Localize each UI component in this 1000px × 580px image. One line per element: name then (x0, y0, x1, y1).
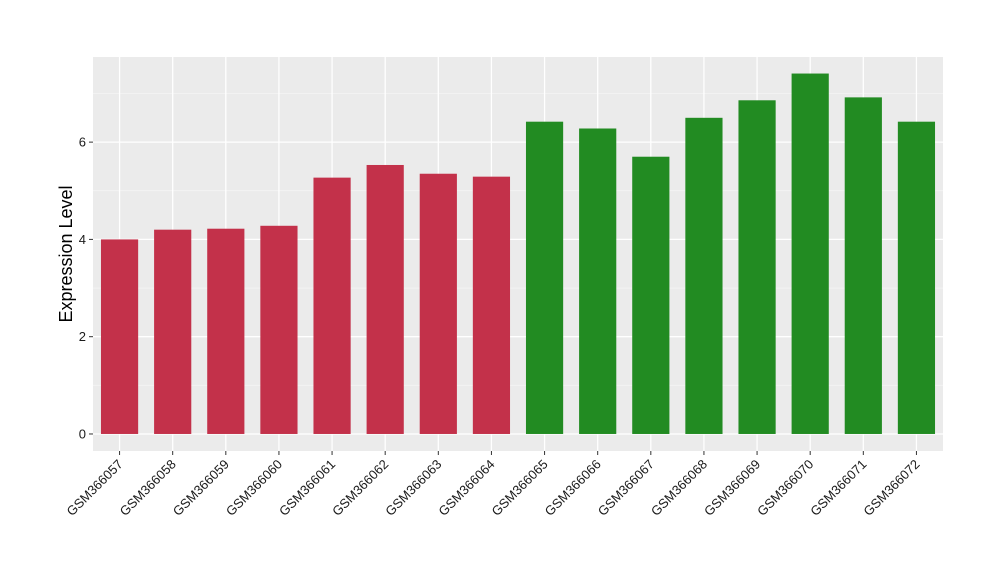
x-tick-label: GSM366057 (63, 457, 125, 519)
bar-GSM366068 (685, 117, 723, 434)
bar-GSM366057 (100, 239, 139, 434)
y-tick-label: 6 (79, 135, 86, 150)
bar-GSM366069 (738, 100, 776, 434)
x-tick-label: GSM366072 (860, 457, 922, 519)
x-tick-label: GSM366067 (595, 457, 657, 519)
bar-GSM366062 (366, 164, 404, 434)
x-tick-label: GSM366071 (807, 457, 869, 519)
x-tick-label: GSM366070 (754, 457, 816, 519)
bar-GSM366072 (897, 121, 936, 434)
bar-GSM366064 (472, 176, 511, 434)
x-tick-label: GSM366066 (542, 457, 604, 519)
y-axis-label: Expression Level (56, 185, 76, 322)
x-tick-label: GSM366061 (276, 457, 338, 519)
bar-GSM366071 (844, 97, 882, 434)
x-tick-label: GSM366064 (435, 457, 497, 519)
x-tick-label: GSM366068 (648, 457, 710, 519)
y-tick-label: 4 (79, 232, 86, 247)
bar-GSM366065 (525, 121, 564, 434)
bar-GSM366063 (419, 173, 457, 434)
bar-GSM366061 (313, 177, 351, 434)
x-tick-label: GSM366065 (488, 457, 550, 519)
x-tick-label: GSM366069 (701, 457, 763, 519)
x-tick-label: GSM366063 (382, 457, 444, 519)
bar-GSM366058 (154, 229, 192, 434)
y-tick-label: 0 (79, 426, 86, 441)
x-tick-label: GSM366062 (329, 457, 391, 519)
bars (100, 73, 936, 434)
x-tick-label: GSM366058 (117, 457, 179, 519)
x-axis: GSM366057GSM366058GSM366059GSM366060GSM3… (63, 451, 923, 519)
y-axis: 0 2 4 6 (79, 135, 93, 441)
bar-GSM366060 (260, 225, 298, 434)
y-tick-label: 2 (79, 329, 86, 344)
bar-GSM366070 (791, 73, 829, 434)
bar-GSM366059 (207, 228, 245, 434)
x-tick-label: GSM366059 (170, 457, 232, 519)
x-tick-label: GSM366060 (223, 457, 285, 519)
bar-GSM366066 (579, 128, 617, 434)
bar-GSM366067 (632, 156, 670, 434)
